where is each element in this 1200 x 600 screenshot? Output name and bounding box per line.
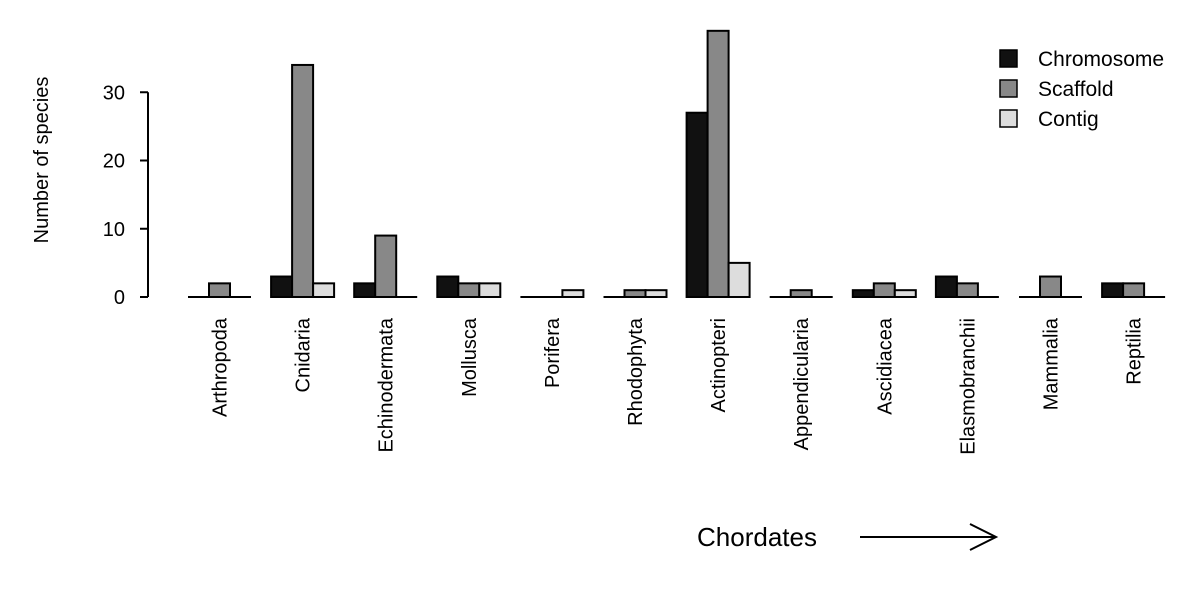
- bar-chromosome: [934, 275, 958, 298]
- bar-scaffold: [208, 282, 231, 299]
- category-label: Arthropoda: [210, 317, 232, 417]
- y-tick-label: 0: [114, 287, 125, 309]
- chordates-annotation: Chordates: [697, 522, 999, 552]
- bar-chromosome: [1101, 282, 1125, 299]
- bar-scaffold: [1039, 275, 1062, 298]
- category-label: Mammalia: [1041, 317, 1063, 410]
- bar-group: [1101, 282, 1166, 299]
- legend-label: Chromosome: [1038, 48, 1164, 71]
- legend-label: Contig: [1038, 108, 1099, 131]
- legend-swatch: [999, 109, 1018, 128]
- bar-group: [436, 275, 502, 299]
- bar-contig: [893, 289, 917, 298]
- category-label: Ascidiacea: [874, 317, 896, 415]
- bar-chromosome: [436, 275, 460, 298]
- y-axis-title: Number of species: [31, 77, 53, 244]
- bars: [188, 29, 1166, 299]
- bar-contig: [478, 282, 502, 299]
- bar-group: [270, 63, 336, 299]
- bar-scaffold: [291, 63, 315, 298]
- bar-group: [934, 275, 999, 299]
- bar-scaffold: [706, 29, 730, 298]
- category-label: Reptilia: [1124, 317, 1146, 385]
- bar-group: [685, 29, 751, 298]
- category-label: Mollusca: [459, 317, 481, 397]
- bar-group: [603, 289, 668, 298]
- bar-group: [851, 282, 917, 299]
- bar-chromosome: [685, 111, 709, 298]
- bar-chromosome: [270, 275, 294, 298]
- bar-group: [1019, 275, 1082, 298]
- bar-contig: [561, 289, 585, 298]
- bar-group: [353, 234, 418, 299]
- category-label: Actinopteri: [708, 318, 730, 413]
- category-label: Porifera: [542, 317, 564, 388]
- bar-chromosome: [851, 289, 875, 298]
- category-label: Rhodophyta: [625, 317, 647, 426]
- chordates-arrowhead: [969, 523, 999, 551]
- legend-label: Scaffold: [1038, 78, 1114, 101]
- legend: Chromosome Scaffold Contig: [999, 48, 1164, 131]
- chordates-label: Chordates: [697, 522, 817, 552]
- bar-chromosome: [353, 282, 377, 299]
- bar-scaffold: [789, 289, 813, 298]
- y-tick-label: 20: [103, 151, 125, 173]
- bar-scaffold: [872, 282, 896, 299]
- category-label: Elasmobranchii: [957, 318, 979, 455]
- bar-group: [769, 289, 833, 298]
- bar-contig: [727, 261, 751, 298]
- legend-swatch: [999, 49, 1018, 68]
- category-label: Appendicularia: [791, 317, 813, 450]
- category-label: Echinodermata: [376, 317, 398, 452]
- y-ticks: 0 10 20 30: [103, 82, 148, 309]
- bar-group: [188, 282, 251, 299]
- bar-contig: [312, 282, 336, 299]
- category-label: Cnidaria: [293, 317, 315, 392]
- y-tick-label: 30: [103, 82, 125, 104]
- bar-scaffold: [374, 234, 398, 298]
- bar-contig: [644, 289, 668, 298]
- bar-scaffold: [955, 282, 979, 299]
- bar-group: [520, 289, 585, 298]
- bar-scaffold: [457, 282, 481, 299]
- bar-scaffold: [1122, 282, 1146, 299]
- category-labels: Arthropoda Cnidaria Echinodermata Mollusca P…: [210, 317, 1146, 455]
- legend-swatch: [999, 79, 1018, 98]
- y-tick-label: 10: [103, 219, 125, 241]
- bar-scaffold: [623, 289, 647, 298]
